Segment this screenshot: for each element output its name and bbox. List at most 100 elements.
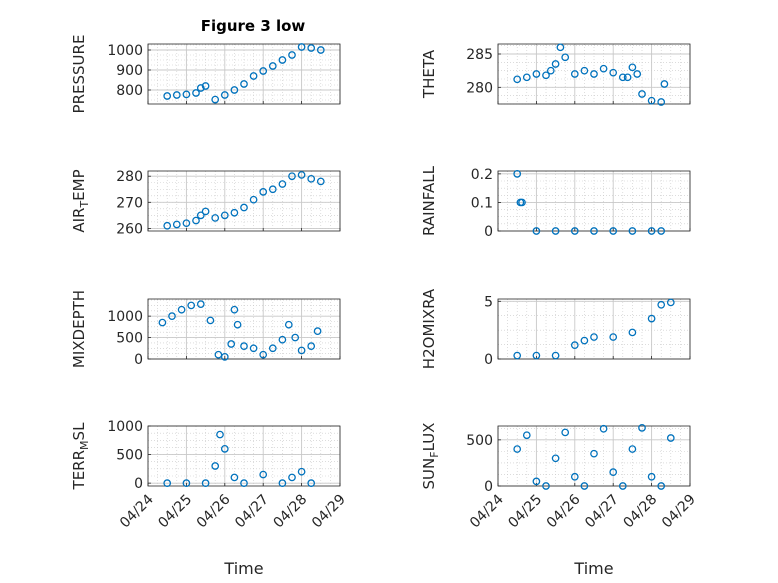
x-tick-label: 04/24	[117, 491, 157, 531]
data-point	[307, 479, 316, 487]
data-point	[590, 449, 598, 458]
data-point	[316, 46, 325, 54]
x-tick-label: 04/27	[582, 492, 622, 532]
data-point	[240, 203, 248, 212]
x-axis-label: Time	[223, 559, 263, 578]
data-point	[168, 312, 176, 320]
data-point	[278, 180, 287, 188]
data-point	[618, 73, 627, 82]
y-tick-label: 900	[116, 63, 143, 79]
panel-theta: 280 285 THETA	[420, 43, 691, 106]
data-point	[551, 454, 560, 463]
data-point	[570, 70, 579, 78]
data-point	[638, 90, 646, 98]
axes-box	[147, 170, 341, 232]
data-point	[551, 227, 560, 235]
data-point	[513, 75, 522, 84]
data-point	[268, 185, 277, 194]
x-tick-label: 04/28	[621, 492, 661, 532]
data-point	[633, 70, 642, 78]
axes-box	[497, 43, 691, 105]
data-point	[542, 482, 550, 490]
y-tick-label: 270	[116, 195, 143, 211]
data-point	[666, 298, 675, 307]
data-point	[240, 342, 248, 350]
data-point	[570, 472, 579, 481]
data-point	[278, 335, 287, 344]
panels: 800 900 1000 PRESSURE 280 285 THETA 260 270 280 AI…	[70, 35, 699, 578]
data-point	[580, 336, 589, 345]
data-point	[182, 90, 191, 99]
data-point	[599, 424, 608, 433]
data-point	[220, 445, 229, 453]
data-point	[240, 80, 248, 88]
data-point	[513, 351, 522, 360]
x-tick-label: 04/28	[271, 492, 311, 532]
y-tick-label: 1000	[107, 309, 143, 325]
data-point	[249, 72, 258, 80]
data-point	[316, 177, 325, 186]
y-tick-label: 285	[466, 47, 493, 63]
y-tick-label: 260	[116, 221, 143, 237]
y-tick-label: 280	[466, 80, 493, 96]
data-point	[230, 208, 239, 217]
axes-box	[147, 43, 341, 105]
panel-h2omixra: 0 5 H2OMIXRA	[420, 288, 691, 369]
data-point	[177, 305, 186, 314]
data-point	[230, 305, 239, 314]
y-tick-label: 500	[466, 433, 493, 449]
axes-box	[147, 298, 341, 360]
data-point	[278, 479, 287, 487]
data-point	[201, 479, 210, 487]
y-tick-label: 5	[484, 294, 493, 310]
data-point	[551, 351, 560, 360]
data-point	[163, 92, 172, 100]
data-point	[590, 333, 598, 341]
data-point	[216, 430, 224, 439]
y-tick-label: 800	[116, 83, 143, 99]
x-tick-label: 04/27	[232, 492, 272, 532]
data-point	[618, 482, 627, 490]
y-axis-label: PRESSURE	[70, 35, 88, 114]
data-point	[220, 91, 229, 99]
panel-pressure: 800 900 1000 PRESSURE	[70, 35, 341, 114]
x-tick-label: 04/24	[467, 491, 507, 531]
data-point	[638, 423, 646, 432]
data-point	[307, 174, 316, 183]
data-point	[230, 86, 239, 94]
data-point	[551, 60, 560, 68]
data-point	[561, 53, 570, 62]
y-axis-label: SUNFLUX	[420, 423, 441, 490]
data-point	[214, 350, 223, 359]
y-axis-label: MIXDEPTH	[70, 290, 88, 368]
y-tick-label: 0	[134, 352, 143, 368]
data-point	[657, 482, 666, 490]
data-point	[657, 227, 666, 235]
data-point	[163, 221, 172, 230]
data-point	[291, 333, 300, 342]
figure-title: Figure 3 low	[201, 17, 306, 35]
data-point	[518, 198, 526, 207]
data-point	[288, 51, 296, 59]
y-tick-label: 0	[484, 479, 493, 495]
data-point	[532, 477, 541, 486]
data-point	[556, 43, 565, 52]
data-point	[522, 431, 531, 440]
data-point	[647, 472, 656, 481]
data-point	[580, 482, 589, 490]
data-point	[182, 479, 191, 487]
data-point	[201, 82, 210, 90]
data-point	[647, 227, 656, 235]
data-point	[532, 227, 541, 235]
data-point	[196, 211, 205, 220]
data-point	[249, 344, 258, 353]
data-point	[192, 89, 200, 97]
data-point	[201, 207, 210, 216]
y-tick-label: 0.2	[471, 167, 493, 183]
data-point	[660, 80, 669, 88]
data-point	[249, 195, 258, 204]
axes-box	[497, 425, 691, 487]
